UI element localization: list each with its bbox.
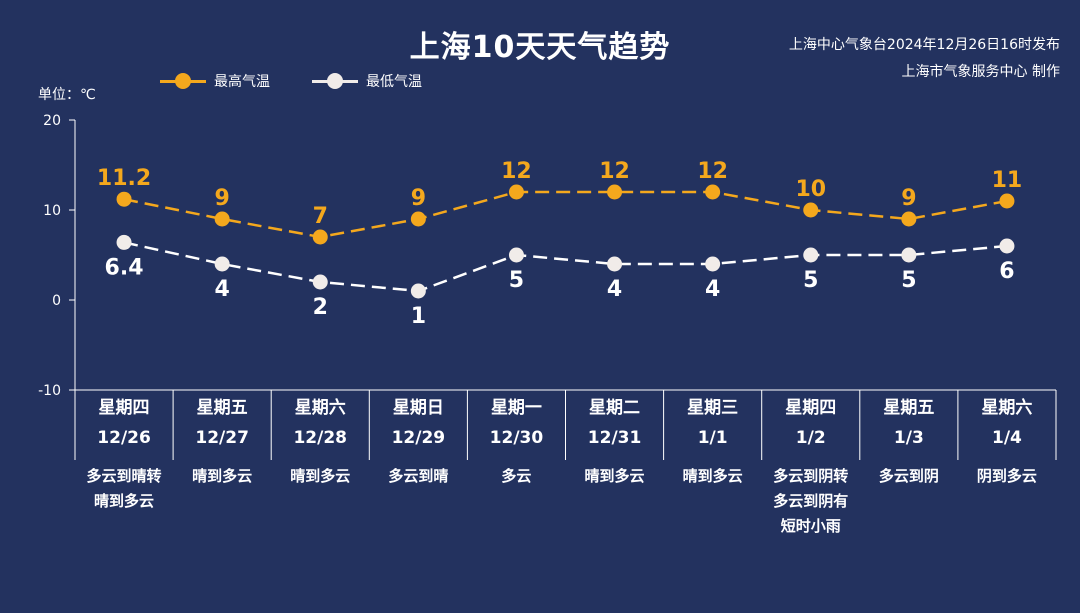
day-header: 星期五 1/3 <box>860 393 958 453</box>
date-label: 1/1 <box>697 428 728 448</box>
day-header: 星期六 12/28 <box>271 393 369 453</box>
max-temp-label: 9 <box>411 186 426 211</box>
weather-condition: 晴到多云 <box>192 467 253 485</box>
min-temp-label: 4 <box>607 277 622 302</box>
weather-condition: 多云到晴 <box>388 467 449 485</box>
legend-max-label: 最高气温 <box>214 74 270 90</box>
max-temp-label: 11.2 <box>97 166 151 191</box>
min-temp-point <box>312 274 328 290</box>
day-header: 星期日 12/29 <box>369 393 467 453</box>
date-label: 12/31 <box>587 428 642 448</box>
unit-label: 单位：℃ <box>38 87 96 103</box>
weather-condition: 晴到多云 <box>682 467 743 485</box>
legend-item-min: 最低气温 <box>312 70 422 92</box>
max-temp-point <box>607 184 623 200</box>
min-temp-label: 5 <box>901 268 916 293</box>
weekday-label: 星期六 <box>981 398 1033 418</box>
y-tick-label: -10 <box>38 383 61 399</box>
day-header: 星期四 1/2 <box>762 393 860 453</box>
max-temp-label: 12 <box>599 159 630 184</box>
max-temp-label: 9 <box>901 186 916 211</box>
legend-min-marker <box>312 70 358 92</box>
legend-item-max: 最高气温 <box>160 70 270 92</box>
day-header: 星期六 1/4 <box>958 393 1056 453</box>
min-temp-line <box>123 241 1008 293</box>
y-tick-label: 0 <box>52 293 61 309</box>
day-header: 星期二 12/31 <box>566 393 664 453</box>
weekday-label: 星期四 <box>785 398 837 418</box>
weekday-label: 星期四 <box>98 398 150 418</box>
min-temp-label: 6.4 <box>105 255 144 280</box>
weekday-label: 星期三 <box>687 398 739 418</box>
producer-line: 上海市气象服务中心 制作 <box>901 64 1060 80</box>
weather-condition: 晴到多云 <box>290 467 351 485</box>
min-temp-point <box>508 247 524 263</box>
min-temp-label: 5 <box>803 268 818 293</box>
legend-max-marker <box>160 70 206 92</box>
weather-condition: 多云到阴 <box>878 467 939 485</box>
day-header: 星期三 1/1 <box>664 393 762 453</box>
max-temp-label: 11 <box>992 168 1023 193</box>
min-temp-point <box>999 238 1015 254</box>
date-label: 12/30 <box>489 428 544 448</box>
max-temp-point <box>901 211 917 227</box>
max-temp-label: 12 <box>501 159 532 184</box>
weekday-label: 星期六 <box>294 398 346 418</box>
weekday-label: 星期五 <box>883 398 935 418</box>
min-temp-point <box>410 283 426 299</box>
max-temp-point <box>705 184 721 200</box>
weather-condition: 晴到多云 <box>584 467 645 485</box>
min-temp-point <box>214 256 230 272</box>
date-label: 12/28 <box>293 428 347 448</box>
date-label: 1/4 <box>992 428 1022 448</box>
min-temp-label: 6 <box>999 259 1014 284</box>
max-temp-point <box>410 211 426 227</box>
min-temp-point <box>705 256 721 272</box>
min-temp-point <box>116 234 132 250</box>
day-header: 星期一 12/30 <box>467 393 565 453</box>
min-temp-label: 1 <box>411 304 426 329</box>
max-temp-label: 9 <box>214 186 229 211</box>
max-temp-point <box>214 211 230 227</box>
date-label: 12/29 <box>391 428 446 448</box>
max-temp-label: 12 <box>697 159 728 184</box>
chart-title: 上海10天天气趋势 <box>409 30 671 65</box>
weekday-label: 星期一 <box>490 398 542 418</box>
max-temp-label: 7 <box>313 204 328 229</box>
min-temp-point <box>901 247 917 263</box>
weather-condition: 多云到晴转 晴到多云 <box>86 467 162 510</box>
max-temp-point <box>508 184 524 200</box>
max-temp-point <box>803 202 819 218</box>
min-temp-point <box>607 256 623 272</box>
weather-condition: 多云 <box>501 467 532 485</box>
publisher-line: 上海中心气象台2024年12月26日16时发布 <box>788 37 1060 53</box>
max-temp-point <box>312 229 328 245</box>
date-label: 1/2 <box>795 428 826 448</box>
max-temp-point <box>999 193 1015 209</box>
day-header: 星期五 12/27 <box>173 393 271 453</box>
min-temp-point <box>803 247 819 263</box>
min-temp-label: 4 <box>214 277 229 302</box>
legend-min-label: 最低气温 <box>366 74 422 90</box>
y-tick-label: 10 <box>43 203 61 219</box>
min-temp-label: 5 <box>509 268 524 293</box>
max-temp-point <box>116 191 132 207</box>
day-header: 星期四 12/26 <box>75 393 173 453</box>
date-label: 12/26 <box>97 428 151 448</box>
date-label: 12/27 <box>195 428 249 448</box>
date-label: 1/3 <box>893 428 924 448</box>
weekday-label: 星期五 <box>196 398 248 418</box>
weather-condition: 阴到多云 <box>976 467 1037 485</box>
weekday-label: 星期二 <box>589 398 641 418</box>
weekday-label: 星期日 <box>392 398 444 418</box>
max-temp-line <box>123 190 1008 239</box>
weather-condition: 多云到阴转 多云到阴有 短时小雨 <box>773 467 849 535</box>
min-temp-label: 2 <box>313 295 328 320</box>
min-temp-label: 4 <box>705 277 720 302</box>
y-tick-label: 20 <box>43 113 61 129</box>
max-temp-label: 10 <box>795 177 826 202</box>
